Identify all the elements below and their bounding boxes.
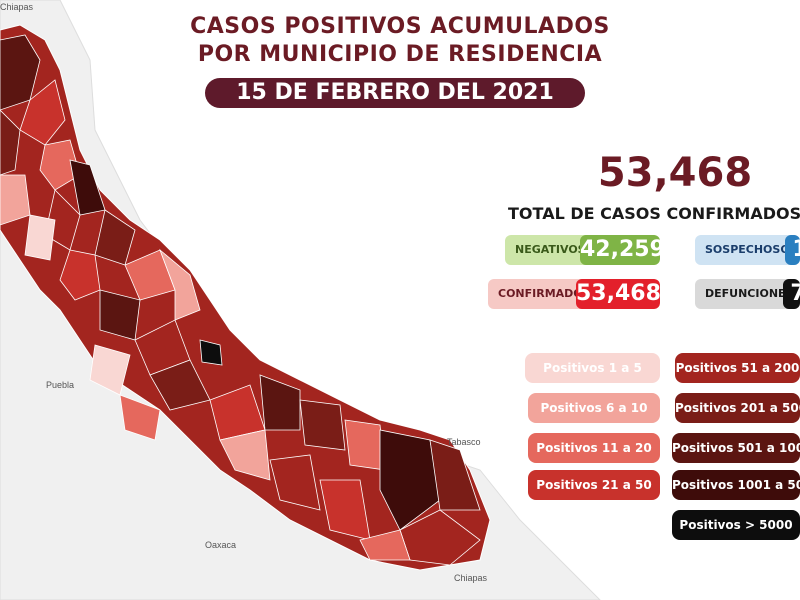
municipality-patch <box>359 529 411 561</box>
municipality-patch <box>379 429 441 531</box>
state-label-chiapas: Chiapas <box>454 573 488 583</box>
sospechosos-value: 1 <box>785 235 800 265</box>
municipality-patch <box>39 139 81 191</box>
state-label-tabasco: Tabasco <box>447 437 481 447</box>
municipality-patch <box>429 439 481 511</box>
legend-item-21-50: Positivos 21 a 50 <box>528 470 660 500</box>
date-banner: 15 DE FEBRERO DEL 2021 <box>205 78 585 108</box>
defunciones-value: 7 <box>783 279 800 309</box>
legend-item-201-500: Positivos 201 a 500 <box>675 393 800 423</box>
municipality-patch <box>269 454 321 511</box>
municipality-patch <box>344 419 386 471</box>
municipality-patch <box>19 79 66 146</box>
negativos-value: 42,259 <box>580 235 660 265</box>
state-label-oaxaca: Oaxaca <box>205 540 237 550</box>
state-label-puebla: Puebla <box>46 380 75 390</box>
legend-item-51-200: Positivos 51 a 200 <box>675 353 800 383</box>
negativos-box: NEGATIVOS 42,259 <box>505 235 660 265</box>
legend-item-6-10: Positivos 6 a 10 <box>528 393 660 423</box>
defunciones-box: DEFUNCIONES 7 <box>695 279 800 309</box>
municipality-patch <box>24 214 56 261</box>
legend-item-11-20: Positivos 11 a 20 <box>528 433 660 463</box>
state-label-chiapas-top: Chiapas <box>0 2 34 12</box>
municipality-patch <box>119 394 161 441</box>
defunciones-label: DEFUNCIONES <box>705 287 794 300</box>
legend-item-over-5000: Positivos > 5000 <box>672 510 800 540</box>
municipality-patch <box>0 34 41 111</box>
total-cases-value: 53,468 <box>597 150 753 196</box>
confirmados-box: CONFIRMADOS 53,468 <box>488 279 660 309</box>
municipality-patch <box>0 109 21 176</box>
municipality-patch <box>59 249 101 301</box>
municipality-patch <box>259 374 301 431</box>
legend-item-1001-5000: Positivos 1001 a 5000 <box>672 470 800 500</box>
confirmados-label: CONFIRMADOS <box>498 287 591 300</box>
municipality-patch <box>199 339 223 366</box>
confirmados-value: 53,468 <box>576 279 660 309</box>
sospechosos-box: SOSPECHOSOS 1 <box>695 235 800 265</box>
municipality-patch <box>219 429 271 481</box>
page-title-line-1: CASOS POSITIVOS ACUMULADOS <box>190 14 610 39</box>
municipality-patch <box>159 248 201 321</box>
sospechosos-label: SOSPECHOSOS <box>705 243 798 256</box>
total-cases-label: TOTAL DE CASOS CONFIRMADOS <box>508 204 800 223</box>
legend-item-501-1000: Positivos 501 a 1000 <box>672 433 800 463</box>
legend-item-1-5: Positivos 1 a 5 <box>525 353 660 383</box>
municipality-patches <box>0 34 481 566</box>
negativos-label: NEGATIVOS <box>515 243 586 256</box>
municipality-patch <box>299 399 346 451</box>
page-title-line-2: POR MUNICIPIO DE RESIDENCIA <box>197 42 603 67</box>
